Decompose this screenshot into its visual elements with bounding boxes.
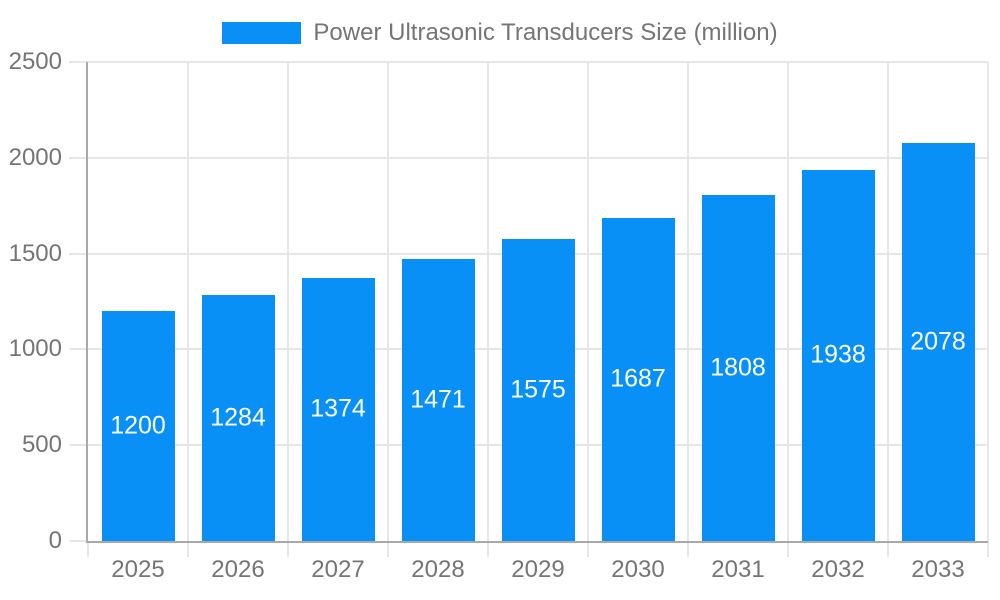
- bar-value-label: 1284: [210, 403, 266, 432]
- bar-2027: [301, 277, 375, 541]
- x-tick-label: 2030: [611, 556, 665, 583]
- v-gridline: [687, 62, 689, 541]
- x-tick-label: 2029: [511, 556, 565, 583]
- legend-swatch: [222, 22, 302, 44]
- y-axis-line: [86, 62, 88, 541]
- x-axis-tick: [687, 541, 689, 557]
- y-tick-label: 2500: [8, 48, 62, 75]
- y-axis-tick: [69, 444, 88, 447]
- v-gridline: [487, 62, 489, 541]
- x-tick-label: 2031: [711, 556, 765, 583]
- bar-2033: [901, 142, 975, 541]
- bar-value-label: 1575: [510, 375, 566, 404]
- h-gridline: [88, 61, 988, 63]
- y-axis-tick: [69, 348, 88, 351]
- bar-2026: [201, 294, 275, 541]
- x-axis-line: [86, 541, 988, 543]
- x-axis-tick: [487, 541, 489, 557]
- bar-2031: [701, 194, 775, 541]
- v-gridline: [387, 62, 389, 541]
- x-axis-tick: [287, 541, 289, 557]
- y-axis-tick: [69, 252, 88, 255]
- bar-value-label: 1808: [710, 353, 766, 382]
- y-axis-tick: [69, 540, 88, 542]
- y-axis-tick: [69, 61, 88, 63]
- x-axis-tick: [787, 541, 789, 557]
- bar-value-label: 1687: [610, 364, 666, 393]
- x-axis-tick: [187, 541, 189, 557]
- bar-2025: [101, 311, 175, 541]
- x-tick-label: 2025: [111, 556, 165, 583]
- v-gridline: [187, 62, 189, 541]
- x-axis-tick: [887, 541, 889, 557]
- y-tick-label: 1500: [8, 239, 62, 267]
- bar-2028: [401, 259, 475, 541]
- plot-area: 1200 1284 1374 1471 1575 1687 1808 1938 2078: [88, 61, 989, 541]
- y-axis-tick: [69, 156, 88, 159]
- h-gridline: [88, 156, 988, 159]
- bar-2032: [801, 169, 875, 541]
- x-tick-label: 2033: [911, 556, 965, 583]
- bar-value-label: 1938: [810, 340, 866, 369]
- x-axis-tick: [587, 541, 589, 557]
- x-tick-label: 2028: [411, 556, 465, 583]
- x-tick-label: 2027: [311, 556, 365, 583]
- y-tick-label: 500: [21, 431, 62, 459]
- bar-2030: [601, 217, 675, 541]
- v-gridline: [587, 62, 589, 541]
- y-tick-label: 0: [48, 527, 62, 554]
- v-gridline: [987, 62, 989, 541]
- x-tick-label: 2026: [211, 556, 265, 583]
- y-tick-label: 1000: [8, 335, 62, 363]
- v-gridline: [787, 62, 789, 541]
- bar-value-label: 2078: [910, 327, 966, 356]
- legend-label: Power Ultrasonic Transducers Size (milli…: [313, 19, 778, 46]
- chart-legend[interactable]: Power Ultrasonic Transducers Size (milli…: [0, 20, 1000, 46]
- x-axis-tick: [387, 541, 389, 557]
- bar-2029: [501, 239, 575, 541]
- x-axis-tick: [987, 541, 989, 557]
- bar-value-label: 1374: [310, 394, 366, 423]
- x-tick-label: 2032: [811, 556, 865, 583]
- bar-value-label: 1471: [410, 385, 466, 414]
- v-gridline: [287, 62, 289, 541]
- bar-value-label: 1200: [110, 411, 166, 440]
- v-gridline: [887, 62, 889, 541]
- y-tick-label: 2000: [8, 143, 62, 171]
- x-axis-tick: [87, 541, 89, 557]
